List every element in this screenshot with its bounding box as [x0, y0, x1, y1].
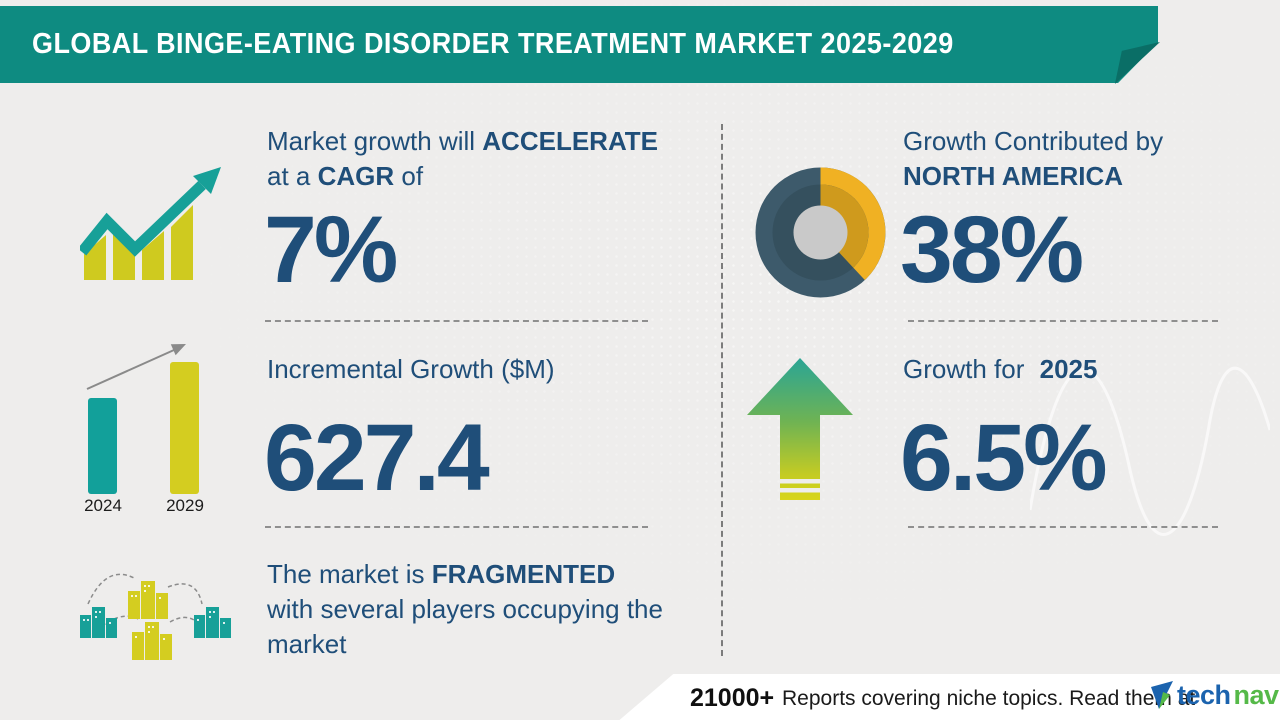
footer-report-count: 21000+: [690, 684, 775, 712]
divider-right-1: [908, 320, 1218, 322]
incremental-growth-label: Incremental Growth ($M): [267, 354, 555, 384]
header-ribbon: GLOBAL BINGE-EATING DISORDER TREATMENT M…: [0, 6, 1158, 83]
regional-statement: Growth Contributed by NORTH AMERICA: [903, 124, 1163, 194]
divider-left-2: [265, 526, 648, 528]
fragmentation-emphasis: FRAGMENTED: [431, 559, 616, 589]
divider-right-2: [908, 526, 1218, 528]
fragmentation-statement: The market is FRAGMENTED with several pl…: [267, 557, 717, 662]
cagr-line2-emphasis: CAGR: [317, 161, 395, 191]
yoy-growth-statement: Growth for 2025: [903, 352, 1097, 387]
cagr-line2-post: of: [394, 161, 424, 191]
regional-line1: Growth Contributed by: [903, 126, 1164, 156]
background-wave-decoration: [1030, 366, 1270, 536]
fragmentation-pre: The market is: [267, 559, 432, 589]
incremental-growth-value: 627.4: [264, 405, 490, 511]
technavio-logo-text-tech: tech: [1177, 679, 1231, 710]
cagr-value: 7%: [264, 197, 398, 303]
yoy-label: Growth for: [903, 354, 1025, 384]
cagr-statement-emphasis: ACCELERATE: [482, 126, 659, 156]
market-size-bars-icon: [86, 344, 199, 494]
page-title: GLOBAL BINGE-EATING DISORDER TREATMENT M…: [32, 28, 954, 60]
cagr-statement: Market growth will ACCELERATE at a CAGR …: [267, 124, 658, 194]
vertical-divider: [721, 124, 723, 656]
technavio-logo-text-navio: navio: [1233, 679, 1280, 710]
fragmented-market-buildings-icon: [80, 573, 231, 660]
cagr-line2-pre: at a: [267, 161, 318, 191]
cagr-statement-text: Market growth will: [267, 126, 483, 156]
growth-trend-chart-icon: [80, 167, 221, 280]
bar-label-2024: 2024: [84, 496, 122, 515]
regional-share-value: 38%: [900, 197, 1084, 303]
yoy-growth-value: 6.5%: [900, 405, 1108, 511]
regional-region: NORTH AMERICA: [903, 161, 1124, 191]
yoy-year: 2025: [1039, 354, 1098, 384]
footer-message: Reports covering niche topics. Read them…: [782, 687, 1196, 710]
technavio-logo[interactable]: technavio ™: [1150, 680, 1280, 710]
footer-band: [619, 674, 1280, 720]
growth-up-arrow-icon: [747, 358, 853, 500]
region-share-donut-chart: [755, 167, 886, 298]
divider-left-1: [265, 320, 648, 322]
fragmentation-rest: with several players occupying the marke…: [267, 594, 663, 659]
bar-label-2029: 2029: [166, 496, 204, 515]
technavio-leaf-icon: [1151, 681, 1173, 709]
